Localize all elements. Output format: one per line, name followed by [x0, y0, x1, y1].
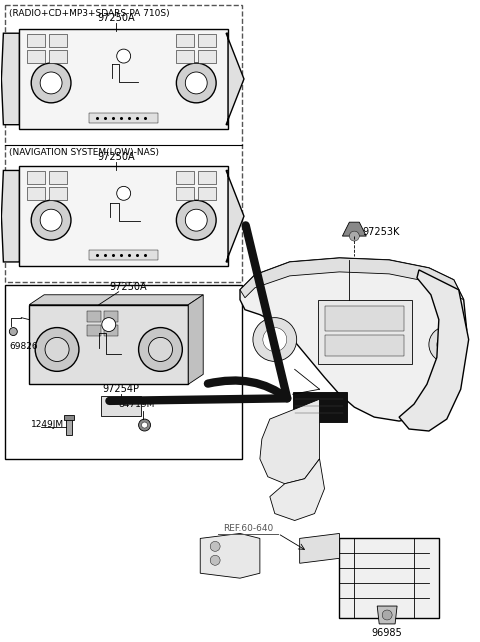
Bar: [198, 50, 216, 63]
Circle shape: [210, 541, 220, 551]
Circle shape: [40, 209, 62, 231]
Polygon shape: [240, 258, 467, 421]
Polygon shape: [260, 399, 320, 483]
Circle shape: [139, 327, 182, 371]
Circle shape: [148, 338, 172, 361]
Polygon shape: [377, 606, 397, 624]
Text: 1249JM: 1249JM: [31, 419, 64, 429]
Bar: [49, 187, 67, 200]
Polygon shape: [342, 222, 366, 236]
Bar: [176, 50, 194, 63]
Polygon shape: [226, 171, 244, 262]
Bar: [27, 171, 45, 184]
Circle shape: [429, 327, 465, 362]
Circle shape: [382, 610, 392, 620]
Bar: [293, 392, 348, 422]
Polygon shape: [270, 459, 324, 521]
Bar: [324, 306, 404, 331]
Circle shape: [263, 327, 287, 351]
Text: 84719M: 84719M: [119, 400, 155, 409]
Circle shape: [349, 231, 360, 241]
Bar: [49, 50, 67, 63]
Text: 69826: 69826: [9, 342, 38, 351]
Bar: [27, 187, 45, 200]
Bar: [198, 171, 216, 184]
Polygon shape: [399, 270, 468, 431]
Circle shape: [139, 419, 151, 431]
Bar: [176, 187, 194, 200]
Circle shape: [185, 72, 207, 94]
Text: 97254P: 97254P: [102, 384, 139, 394]
Bar: [87, 325, 101, 336]
Bar: [29, 305, 188, 385]
Circle shape: [437, 334, 457, 354]
Bar: [176, 34, 194, 47]
Circle shape: [102, 318, 116, 331]
Circle shape: [35, 327, 79, 371]
Bar: [66, 419, 72, 435]
Polygon shape: [240, 258, 464, 300]
Bar: [176, 171, 194, 184]
Bar: [198, 187, 216, 200]
Bar: [89, 250, 158, 260]
Circle shape: [9, 327, 17, 336]
Bar: [101, 396, 141, 416]
Bar: [104, 311, 118, 322]
Bar: [19, 166, 228, 266]
Text: (NAVIGATION SYSTEM(LOW)-NAS): (NAVIGATION SYSTEM(LOW)-NAS): [9, 148, 159, 157]
Circle shape: [31, 63, 71, 103]
Bar: [27, 34, 45, 47]
Text: (RADIO+CD+MP3+SDARS-PA 710S): (RADIO+CD+MP3+SDARS-PA 710S): [9, 10, 170, 19]
Text: 97250A: 97250A: [97, 153, 134, 162]
Text: 97250A: 97250A: [97, 13, 134, 23]
Polygon shape: [226, 33, 244, 125]
Circle shape: [31, 200, 71, 240]
Circle shape: [142, 422, 147, 428]
Circle shape: [45, 338, 69, 361]
Bar: [27, 50, 45, 63]
Polygon shape: [1, 171, 19, 262]
Circle shape: [117, 186, 131, 200]
Bar: [64, 415, 74, 420]
Bar: [5, 5, 242, 282]
Polygon shape: [1, 33, 19, 125]
Circle shape: [210, 555, 220, 565]
Circle shape: [40, 72, 62, 94]
Polygon shape: [188, 295, 203, 385]
Circle shape: [117, 49, 131, 63]
Bar: [5, 285, 242, 459]
Bar: [324, 334, 404, 356]
Bar: [49, 34, 67, 47]
Bar: [104, 325, 118, 336]
Polygon shape: [200, 534, 260, 578]
Text: 96985: 96985: [372, 628, 403, 638]
Bar: [19, 30, 228, 128]
Text: 97250A: 97250A: [110, 282, 147, 291]
Circle shape: [176, 200, 216, 240]
Bar: [49, 171, 67, 184]
Polygon shape: [300, 534, 339, 563]
Bar: [318, 300, 412, 365]
Circle shape: [176, 63, 216, 103]
Polygon shape: [29, 295, 203, 305]
Text: 97253K: 97253K: [362, 227, 400, 237]
Circle shape: [253, 318, 297, 361]
Bar: [339, 539, 439, 618]
Circle shape: [185, 209, 207, 231]
Text: REF.60-640: REF.60-640: [223, 524, 273, 533]
Bar: [87, 311, 101, 322]
Bar: [89, 113, 158, 123]
Bar: [198, 34, 216, 47]
